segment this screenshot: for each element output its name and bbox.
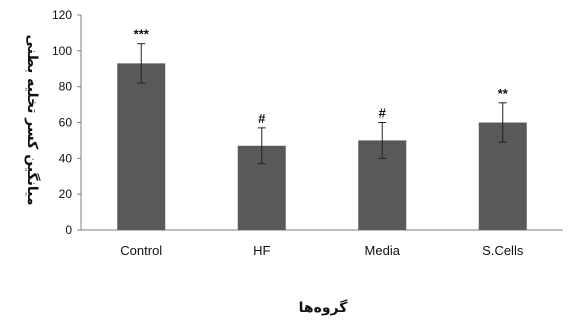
y-tick-label: 20 xyxy=(59,187,73,201)
y-tick-label: 100 xyxy=(52,44,72,58)
x-tick-label: Media xyxy=(365,243,401,258)
significance-marker: ** xyxy=(498,86,509,101)
significance-marker: *** xyxy=(134,27,150,42)
x-tick-label: S.Cells xyxy=(482,243,524,258)
y-tick-label: 40 xyxy=(59,151,73,165)
significance-marker: # xyxy=(258,111,266,126)
y-tick-label: 80 xyxy=(59,80,73,94)
bar xyxy=(117,63,166,230)
x-tick-label: HF xyxy=(253,243,270,258)
y-tick-label: 120 xyxy=(52,8,72,22)
x-axis-title: گروه‌ها xyxy=(299,299,349,316)
x-tick-label: Control xyxy=(120,243,162,258)
significance-marker: # xyxy=(379,106,387,121)
y-tick-label: 60 xyxy=(59,116,73,130)
plot-area: 0 20 40 60 80 100 120 *** Control # HF # Media ** S.Ce… xyxy=(52,8,563,258)
y-tick-label: 0 xyxy=(65,223,72,237)
y-axis-title: میانگین کسر تخلیه بطنی xyxy=(24,34,41,205)
